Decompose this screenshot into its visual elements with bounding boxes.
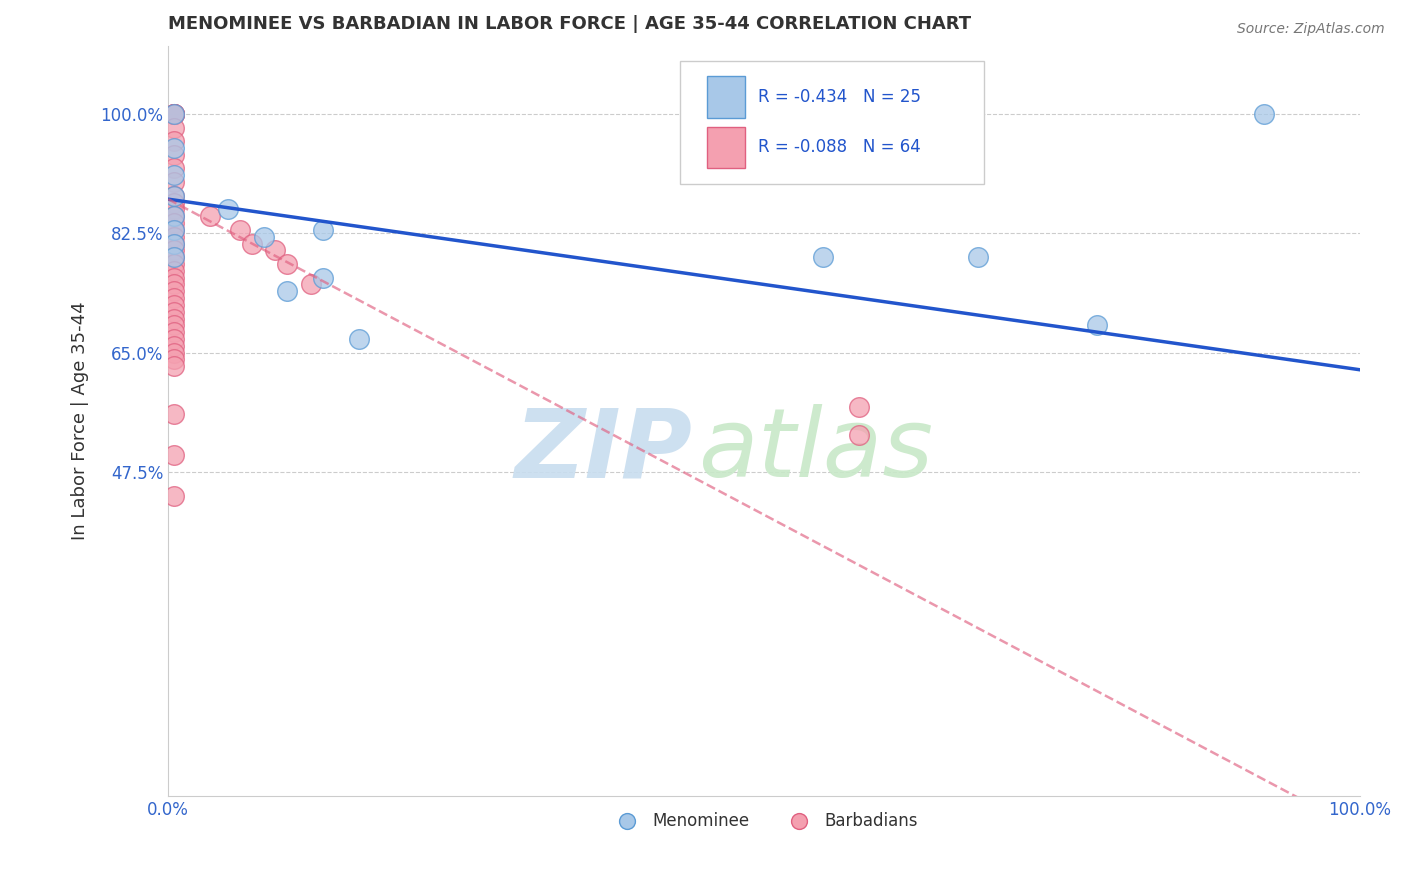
Point [163,107,186,121]
Point [163,291,186,305]
Point [163,209,186,223]
Point [312,223,335,237]
Point [967,250,990,264]
Point [252,229,274,244]
Text: Source: ZipAtlas.com: Source: ZipAtlas.com [1237,22,1385,37]
Point [163,277,186,292]
Point [163,188,186,202]
Point [163,188,186,202]
FancyBboxPatch shape [707,77,745,118]
Point [264,244,287,258]
Point [217,202,239,217]
Point [163,332,186,346]
Text: atlas: atlas [699,404,934,498]
Point [163,161,186,176]
Point [163,489,186,503]
Point [163,270,186,285]
Point [163,325,186,339]
Point [163,264,186,278]
Point [848,427,870,442]
Point [163,345,186,359]
Text: R = -0.434   N = 25: R = -0.434 N = 25 [758,87,921,105]
Point [163,339,186,353]
Point [1087,318,1109,333]
Point [163,141,186,155]
Point [163,250,186,264]
Point [163,209,186,223]
Point [163,359,186,374]
Point [163,448,186,462]
Point [163,223,186,237]
Point [163,318,186,333]
Point [163,148,186,162]
Point [163,304,186,318]
Point [276,285,298,299]
Point [848,401,870,415]
Point [276,257,298,271]
Point [163,107,186,121]
FancyBboxPatch shape [707,127,745,168]
Text: ZIP: ZIP [515,404,692,498]
Point [163,107,186,121]
Point [347,332,370,346]
Point [312,270,335,285]
Point [163,236,186,251]
Point [198,209,221,223]
Point [163,285,186,299]
Point [813,250,835,264]
Point [163,244,186,258]
Point [163,120,186,135]
Text: R = -0.088   N = 64: R = -0.088 N = 64 [758,138,921,156]
Text: MENOMINEE VS BARBADIAN IN LABOR FORCE | AGE 35-44 CORRELATION CHART: MENOMINEE VS BARBADIAN IN LABOR FORCE | … [169,15,972,33]
Point [163,216,186,230]
Point [163,257,186,271]
Y-axis label: In Labor Force | Age 35-44: In Labor Force | Age 35-44 [72,301,89,541]
Point [163,175,186,189]
Point [1253,107,1275,121]
Legend: Menominee, Barbadians: Menominee, Barbadians [603,805,924,837]
Point [163,236,186,251]
Point [163,311,186,326]
Point [163,107,186,121]
Point [163,352,186,367]
FancyBboxPatch shape [681,61,984,185]
Point [163,298,186,312]
Point [228,223,250,237]
Point [163,223,186,237]
Point [163,107,186,121]
Point [163,250,186,264]
Point [163,195,186,210]
Point [163,169,186,183]
Point [163,407,186,421]
Point [240,236,263,251]
Point [163,134,186,148]
Point [163,202,186,217]
Point [163,107,186,121]
Point [299,277,322,292]
Point [163,229,186,244]
